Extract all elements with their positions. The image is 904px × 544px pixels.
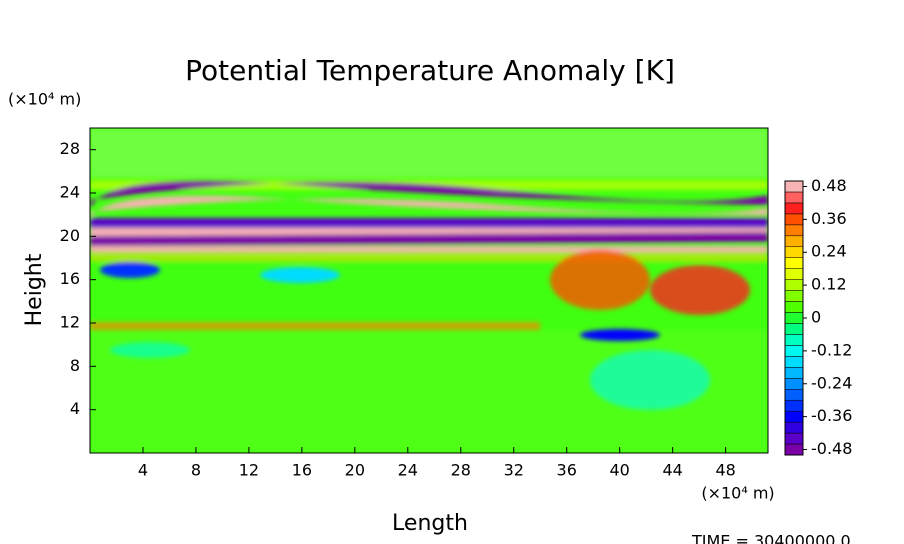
y-tick-label: 8 — [70, 356, 80, 375]
x-tick-label: 24 — [398, 461, 418, 480]
colorbar-band — [784, 345, 804, 357]
y-tick-label: 12 — [60, 313, 80, 332]
colorbar-band — [784, 356, 804, 368]
colorbar-band — [784, 301, 804, 313]
x-tick-label: 12 — [239, 461, 259, 480]
colorbar-tick-label: 0.12 — [811, 275, 847, 294]
colorbar-tick-label: -0.12 — [811, 340, 852, 359]
plot-frame — [89, 127, 769, 454]
colorbar-band — [784, 224, 804, 237]
y-tick-label: 16 — [60, 269, 80, 288]
y-tick-label: 4 — [70, 399, 80, 418]
x-tick-label: 36 — [557, 461, 577, 480]
colorbar-band — [784, 279, 804, 291]
colorbar-band — [784, 312, 804, 324]
colorbar-band — [784, 246, 804, 258]
colorbar-band — [784, 268, 804, 280]
colorbar-band — [784, 378, 804, 390]
colorbar-band — [784, 235, 804, 248]
colorbar-band — [784, 367, 804, 379]
colorbar-band — [784, 399, 804, 412]
colorbar-tick-label: 0.36 — [811, 209, 847, 228]
colorbar-band — [784, 443, 804, 456]
x-tick-label: 28 — [451, 461, 471, 480]
colorbar-band — [784, 191, 804, 204]
x-tick-label: 32 — [504, 461, 524, 480]
colorbar-band — [784, 421, 804, 434]
y-unit: (×10⁴ m) — [8, 90, 81, 109]
x-unit: (×10⁴ m) — [701, 484, 774, 503]
x-tick-label: 48 — [715, 461, 735, 480]
colorbar-band — [784, 323, 804, 335]
colorbar-band — [784, 334, 804, 346]
colorbar-band — [784, 180, 804, 193]
x-tick-label: 16 — [292, 461, 312, 480]
colorbar-band — [784, 202, 804, 215]
x-axis-label: Length — [392, 511, 468, 536]
colorbar-tick-label: 0 — [811, 308, 821, 327]
colorbar-tick-label: 0.24 — [811, 242, 847, 261]
y-axis-label: Height — [22, 253, 47, 326]
colorbar-band — [784, 290, 804, 302]
colorbar-tick-label: 0.48 — [811, 176, 847, 195]
colorbar-tick-label: -0.48 — [811, 439, 852, 458]
x-tick-label: 44 — [662, 461, 682, 480]
colorbar-tick-label: -0.36 — [811, 406, 852, 425]
y-tick-label: 24 — [60, 183, 80, 202]
colorbar-band — [784, 432, 804, 445]
chart-title: Potential Temperature Anomaly [K] — [185, 54, 675, 87]
colorbar-tick-label: -0.24 — [811, 373, 852, 392]
colorbar-band — [784, 213, 804, 226]
x-tick-label: 40 — [610, 461, 630, 480]
colorbar-band — [784, 257, 804, 269]
x-tick-label: 8 — [191, 461, 201, 480]
colorbar-band — [784, 388, 804, 401]
y-tick-label: 28 — [60, 139, 80, 158]
colorbar-band — [784, 410, 804, 423]
y-tick-label: 20 — [60, 226, 80, 245]
field — [90, 128, 768, 453]
x-tick-label: 20 — [345, 461, 365, 480]
x-tick-label: 4 — [138, 461, 148, 480]
footer: TIME = 30400000.0 — [691, 532, 851, 544]
